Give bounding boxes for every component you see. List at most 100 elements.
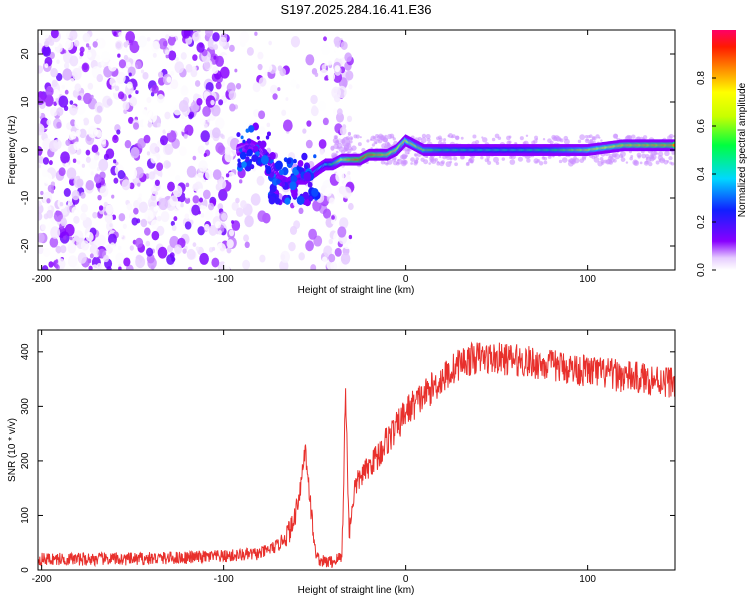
spectrogram-cell bbox=[625, 161, 629, 164]
spectrogram-cell bbox=[582, 156, 587, 161]
spectrogram-cell bbox=[268, 196, 276, 205]
spectrogram-cell bbox=[144, 227, 151, 236]
spectrogram-cell bbox=[240, 200, 247, 209]
snr-frame bbox=[37, 329, 676, 571]
spectrogram-cell bbox=[167, 181, 175, 192]
spectrogram-cell bbox=[172, 185, 183, 198]
x-tick-label: 100 bbox=[579, 274, 596, 285]
spectrogram-cell bbox=[281, 109, 287, 116]
spectrogram-cell bbox=[66, 167, 77, 180]
spectrogram-cell bbox=[101, 51, 111, 63]
spectrogram-cell bbox=[145, 240, 151, 247]
spectrogram-cell bbox=[158, 198, 169, 211]
spectrogram-cell bbox=[322, 256, 328, 263]
spectrogram-cell bbox=[80, 212, 87, 221]
spectrogram-cell bbox=[105, 221, 114, 231]
spectrogram-cell bbox=[42, 247, 51, 258]
spectrogram-cell bbox=[184, 192, 190, 199]
spectrogram-cell bbox=[552, 155, 555, 158]
spectrogram-cell bbox=[162, 40, 168, 47]
spectrogram-cell bbox=[175, 56, 179, 62]
spectrogram-cell bbox=[153, 206, 158, 212]
spectrogram-cell bbox=[538, 161, 544, 166]
spectrogram-cell bbox=[65, 162, 69, 168]
spectrogram-cell bbox=[50, 67, 58, 78]
spectrogram-cell bbox=[253, 145, 259, 152]
spectrogram-cell bbox=[290, 175, 298, 184]
spectrogram-cell bbox=[348, 234, 353, 240]
spectrogram-cell bbox=[210, 99, 215, 106]
spectrogram-cell bbox=[200, 213, 205, 218]
spectrogram-cell bbox=[194, 80, 201, 87]
spectrogram-cell bbox=[276, 179, 281, 185]
spectrogram-cell bbox=[172, 195, 177, 202]
spectrogram-cell bbox=[593, 156, 600, 163]
spectrogram-cell bbox=[305, 139, 313, 149]
spectrogram-cell bbox=[243, 234, 250, 242]
spectrogram-cell bbox=[228, 229, 235, 237]
spectrogram-cell bbox=[44, 94, 54, 107]
y-tick-label: 0 bbox=[20, 147, 31, 153]
spectrogram-cell bbox=[332, 108, 338, 115]
spectrogram-cell bbox=[85, 179, 95, 191]
spectrogram-cell bbox=[159, 135, 168, 146]
spectrogram-cell bbox=[61, 84, 66, 90]
colorbar-label: Normalized spectral amplitude bbox=[737, 82, 748, 217]
spectrogram-cell bbox=[185, 47, 189, 52]
spectrogram-cell bbox=[340, 252, 351, 265]
spectrogram-cell bbox=[413, 153, 417, 157]
spectrogram-cell bbox=[38, 246, 44, 255]
spectrogram-cell bbox=[135, 89, 139, 95]
spectrogram-cell bbox=[126, 81, 133, 89]
spectrogram-cell bbox=[74, 117, 84, 130]
spectrogram-cell bbox=[192, 65, 197, 72]
spectrogram-cell bbox=[336, 85, 347, 99]
spectrogram-cell bbox=[64, 223, 75, 237]
spectrogram-cell bbox=[38, 145, 43, 157]
spectrogram-cell bbox=[308, 228, 318, 240]
spectrogram-cell bbox=[666, 160, 670, 163]
spectrogram-cell bbox=[171, 46, 176, 52]
spectrogram-cell bbox=[183, 133, 188, 139]
spectrogram-cell bbox=[77, 252, 87, 264]
y-tick-label: -20 bbox=[20, 238, 31, 253]
spectrogram-cell bbox=[151, 40, 161, 53]
spectrogram-cell bbox=[117, 245, 122, 251]
spectrogram-cell bbox=[72, 158, 77, 163]
spectrogram-cell bbox=[370, 135, 376, 142]
spectrogram-cell bbox=[50, 106, 58, 117]
spectrogram-cell bbox=[48, 261, 54, 268]
spectrogram-cell bbox=[224, 146, 232, 155]
spectrogram-cell bbox=[321, 44, 331, 56]
spectrogram-cell bbox=[69, 55, 79, 67]
spectrogram-cell bbox=[212, 169, 222, 180]
spectrogram-cell bbox=[166, 130, 177, 143]
heatmap-layer bbox=[38, 30, 675, 270]
spectrogram-cell bbox=[73, 141, 81, 151]
spectrogram-cell bbox=[245, 128, 250, 133]
spectrogram-cell bbox=[38, 232, 45, 243]
spectrogram-cell bbox=[281, 182, 286, 187]
spectrogram-cell bbox=[205, 30, 213, 38]
spectrogram-cell bbox=[657, 151, 664, 157]
colorbar-gradient bbox=[712, 30, 736, 270]
x-tick-label: -100 bbox=[214, 574, 234, 585]
spectrogram-cell bbox=[204, 61, 211, 70]
spectrogram-cell bbox=[156, 122, 161, 128]
spectrogram-cell bbox=[82, 117, 90, 126]
spectrogram-cell bbox=[181, 30, 191, 39]
snr-x-label: Height of straight line (km) bbox=[298, 585, 415, 596]
spectrogram-cell bbox=[658, 158, 662, 162]
spectrogram-cell bbox=[69, 236, 73, 241]
spectrogram-cell bbox=[194, 32, 198, 38]
spectrogram-cell bbox=[347, 243, 352, 249]
spectrogram-cell bbox=[333, 94, 341, 103]
spectrogram-cell bbox=[630, 154, 634, 158]
spectrogram-cell bbox=[279, 67, 287, 77]
spectrogram-cell bbox=[96, 74, 104, 83]
spectrogram-cell bbox=[56, 121, 62, 129]
spectrogram-cell bbox=[659, 157, 666, 164]
spectrogram-cell bbox=[230, 111, 236, 118]
